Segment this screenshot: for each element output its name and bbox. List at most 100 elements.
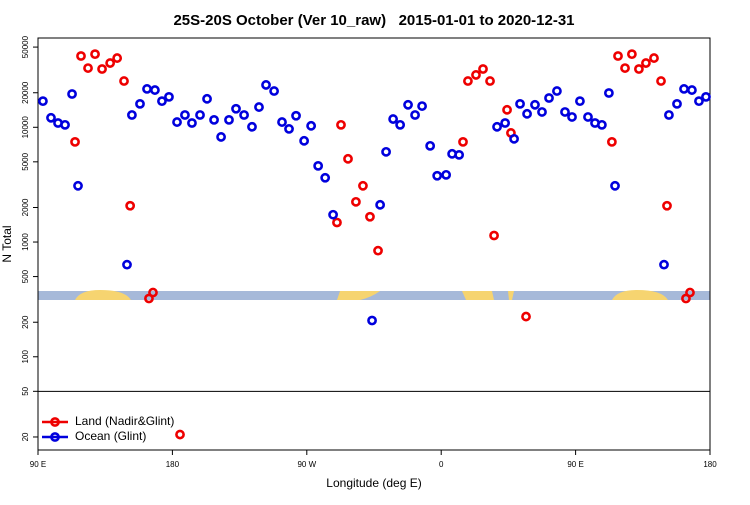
point bbox=[38, 96, 48, 107]
legend-label: Ocean (Glint) bbox=[75, 429, 146, 443]
x-tick-label: 0 bbox=[439, 460, 444, 469]
legend-marker bbox=[50, 432, 60, 442]
point bbox=[306, 120, 317, 131]
legend-marker bbox=[50, 417, 60, 427]
point bbox=[685, 287, 695, 298]
point bbox=[125, 200, 136, 211]
point bbox=[180, 110, 190, 120]
point bbox=[500, 118, 511, 128]
point bbox=[694, 96, 704, 107]
point bbox=[76, 51, 86, 61]
point bbox=[148, 287, 158, 298]
point bbox=[478, 64, 488, 74]
point bbox=[606, 136, 617, 147]
point bbox=[358, 180, 368, 191]
ocean-strip bbox=[38, 291, 710, 300]
y-axis-label: N Total bbox=[0, 225, 14, 262]
point bbox=[560, 107, 570, 117]
point bbox=[575, 96, 585, 107]
point bbox=[90, 49, 100, 60]
point bbox=[83, 63, 93, 73]
point bbox=[231, 103, 241, 114]
land-shape bbox=[508, 291, 514, 300]
series bbox=[70, 49, 695, 440]
point bbox=[641, 58, 651, 68]
point bbox=[247, 121, 257, 132]
point bbox=[172, 117, 182, 127]
point bbox=[604, 88, 614, 98]
point bbox=[261, 80, 271, 90]
x-tick-label: 90 E bbox=[30, 460, 46, 469]
chart-title: 25S-20S October (Ver 10_raw) 2015-01-01 … bbox=[173, 12, 574, 29]
point bbox=[373, 245, 383, 256]
point bbox=[471, 70, 481, 80]
point bbox=[463, 76, 473, 86]
point bbox=[489, 230, 499, 241]
x-tick-label: 180 bbox=[703, 460, 717, 469]
point bbox=[277, 117, 287, 127]
point bbox=[351, 196, 361, 207]
series bbox=[38, 80, 711, 326]
point bbox=[46, 112, 56, 123]
point bbox=[649, 53, 659, 63]
point bbox=[164, 92, 174, 102]
y-tick-label: 10000 bbox=[21, 116, 30, 139]
x-tick-label: 90 W bbox=[297, 460, 316, 469]
point bbox=[202, 93, 212, 104]
land-shape bbox=[612, 290, 668, 300]
point bbox=[269, 86, 279, 96]
point bbox=[458, 136, 468, 147]
point bbox=[613, 51, 623, 61]
point bbox=[254, 102, 264, 112]
point bbox=[209, 114, 219, 125]
point bbox=[150, 85, 160, 95]
point bbox=[537, 107, 547, 117]
point bbox=[544, 93, 554, 103]
point bbox=[122, 259, 132, 270]
y-tick-label: 20000 bbox=[21, 81, 30, 104]
point bbox=[119, 76, 129, 86]
point bbox=[112, 53, 123, 63]
point bbox=[687, 85, 697, 95]
point bbox=[596, 119, 607, 130]
point bbox=[73, 180, 83, 191]
y-tick-label: 5000 bbox=[21, 152, 30, 170]
point bbox=[216, 132, 226, 142]
y-tick-label: 50 bbox=[21, 386, 30, 395]
point bbox=[509, 133, 519, 144]
point bbox=[332, 217, 342, 228]
point bbox=[515, 98, 525, 109]
point bbox=[175, 429, 185, 440]
point bbox=[552, 86, 562, 96]
point bbox=[620, 63, 630, 73]
point bbox=[664, 110, 674, 120]
x-tick-label: 180 bbox=[166, 460, 180, 469]
point bbox=[492, 121, 502, 132]
point bbox=[381, 146, 391, 157]
point bbox=[403, 99, 413, 110]
point bbox=[395, 119, 406, 130]
point bbox=[659, 259, 669, 270]
point bbox=[284, 124, 294, 134]
legend-label: Land (Nadir&Glint) bbox=[75, 414, 174, 428]
point bbox=[313, 160, 324, 171]
point bbox=[417, 101, 427, 111]
point bbox=[195, 110, 205, 120]
y-tick-label: 500 bbox=[21, 269, 30, 283]
point bbox=[522, 108, 532, 119]
point bbox=[410, 110, 420, 120]
point bbox=[521, 311, 531, 322]
land-shape bbox=[462, 291, 494, 300]
point bbox=[105, 58, 116, 68]
point bbox=[656, 76, 666, 86]
point bbox=[626, 49, 637, 60]
y-tick-label: 20 bbox=[21, 432, 30, 441]
point bbox=[127, 110, 137, 120]
point bbox=[328, 209, 338, 220]
point bbox=[672, 98, 682, 109]
point bbox=[135, 98, 145, 109]
point bbox=[502, 104, 512, 115]
point bbox=[343, 153, 353, 164]
point bbox=[567, 112, 577, 122]
land-shape bbox=[337, 291, 380, 300]
